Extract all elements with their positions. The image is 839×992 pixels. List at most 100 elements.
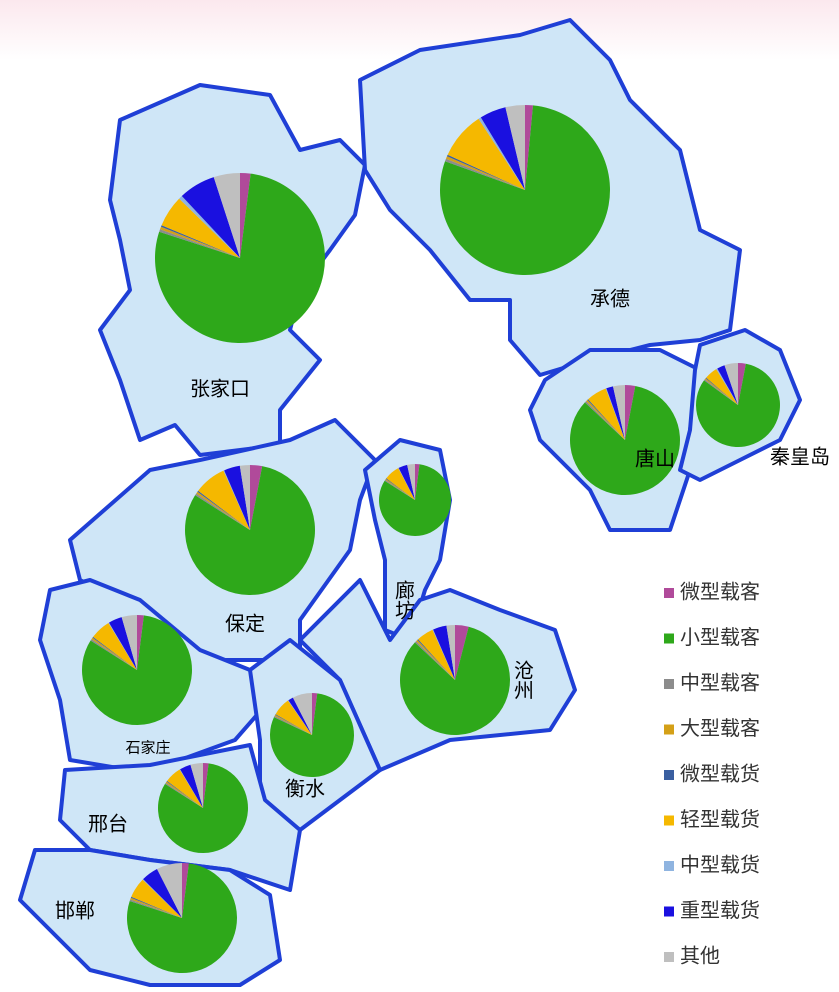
legend-label: 重型载货	[680, 898, 760, 922]
pie-slice	[288, 697, 312, 735]
pie-slice	[398, 464, 415, 500]
pie-slice	[724, 363, 738, 405]
pie-slice	[275, 714, 312, 735]
pie-slice	[716, 368, 738, 405]
legend-label: 其他	[680, 944, 720, 968]
pie-slice	[142, 879, 182, 918]
pie-slice	[445, 158, 525, 190]
pie-slice	[137, 614, 144, 670]
pie-slice	[445, 156, 525, 190]
pie-slice	[440, 105, 611, 276]
pie-slice	[155, 173, 326, 344]
legend-swatch	[664, 952, 674, 962]
pie-slice	[478, 117, 525, 190]
city-label: 邢台	[88, 812, 128, 836]
pie-slice	[127, 863, 237, 973]
pie-slice	[379, 464, 451, 536]
pie-slice	[704, 379, 738, 405]
pie-slice	[195, 493, 250, 530]
pie-slice	[108, 622, 137, 670]
pie-slice	[182, 863, 189, 918]
legend-label: 微型载客	[680, 580, 760, 604]
pie-slice	[143, 868, 182, 918]
city-label: 承德	[590, 287, 630, 311]
pie-slice	[385, 478, 415, 500]
legend-swatch	[664, 633, 674, 644]
pie-slice	[121, 615, 137, 670]
pie-slice	[414, 641, 455, 680]
pie-slice	[704, 378, 738, 405]
city-label: 唐山	[635, 447, 675, 471]
pie-slice	[587, 399, 625, 440]
pie-slice	[705, 377, 738, 405]
pie-slice	[706, 369, 738, 405]
pie-slice	[179, 196, 240, 258]
pie-slice	[588, 388, 625, 440]
pie-slice	[90, 639, 137, 670]
pie-slice	[131, 879, 182, 918]
pie-slice	[130, 897, 182, 918]
pie-slice	[270, 693, 355, 777]
pie-slice	[415, 464, 420, 500]
pie-slice	[157, 763, 248, 854]
pie-slice	[224, 465, 250, 530]
pie-slice	[129, 899, 182, 918]
pie-slice	[416, 639, 455, 680]
pie-slice	[130, 896, 182, 918]
city-label: 沧州	[511, 660, 535, 700]
pie-slice	[480, 107, 525, 190]
pie-slice	[446, 625, 455, 680]
pie-slice	[160, 225, 240, 258]
pie-slice	[250, 465, 263, 530]
legend-swatch	[664, 815, 674, 826]
pie-slice	[185, 466, 315, 595]
pie-slice	[613, 385, 625, 440]
pie-slice	[274, 714, 312, 735]
city-label: 邯郸	[55, 899, 95, 923]
pie-slice	[525, 105, 533, 190]
pie-slice	[198, 470, 250, 530]
pie-slice	[384, 479, 415, 500]
pie-slice	[432, 629, 455, 680]
pie-slice	[190, 763, 203, 808]
pie-slice	[165, 782, 203, 808]
pie-slice	[418, 629, 455, 680]
legend-label: 轻型载货	[680, 807, 760, 831]
pie-slice	[399, 626, 510, 736]
pie-slice	[696, 363, 781, 447]
pie-slice	[92, 636, 137, 670]
city-label: 保定	[225, 612, 265, 636]
legend-label: 小型载客	[680, 625, 760, 649]
pie-slice	[165, 781, 203, 808]
pie-slice	[292, 693, 312, 735]
pie-slice	[166, 780, 203, 808]
pie-slice	[161, 198, 240, 258]
pie-slice	[179, 769, 203, 808]
pie-slice	[167, 769, 203, 808]
pie-slice	[505, 105, 525, 190]
legend-label: 中型载客	[680, 671, 760, 695]
legend-swatch	[664, 724, 674, 735]
pie-slice	[584, 401, 625, 440]
pie-slice	[180, 764, 203, 808]
pie-slice	[273, 715, 312, 735]
pie-slice	[240, 173, 251, 258]
pie-slice	[159, 229, 240, 258]
pie-slice	[407, 464, 415, 500]
pie-slice	[93, 623, 137, 670]
pie-slice	[385, 478, 415, 500]
pie-slice	[455, 625, 469, 680]
pie-slice	[213, 173, 240, 258]
pie-slice	[287, 700, 312, 735]
pie-slice	[570, 385, 680, 496]
pie-slice	[433, 625, 455, 680]
pie-slice	[197, 490, 250, 530]
city-label: 石家庄	[125, 739, 170, 757]
pie-slice	[386, 468, 415, 500]
legend-swatch	[664, 861, 674, 871]
pie-slice	[181, 177, 240, 258]
legend-label: 中型载货	[680, 853, 760, 877]
city-label: 衡水	[285, 777, 325, 801]
pie-slice	[738, 363, 746, 405]
